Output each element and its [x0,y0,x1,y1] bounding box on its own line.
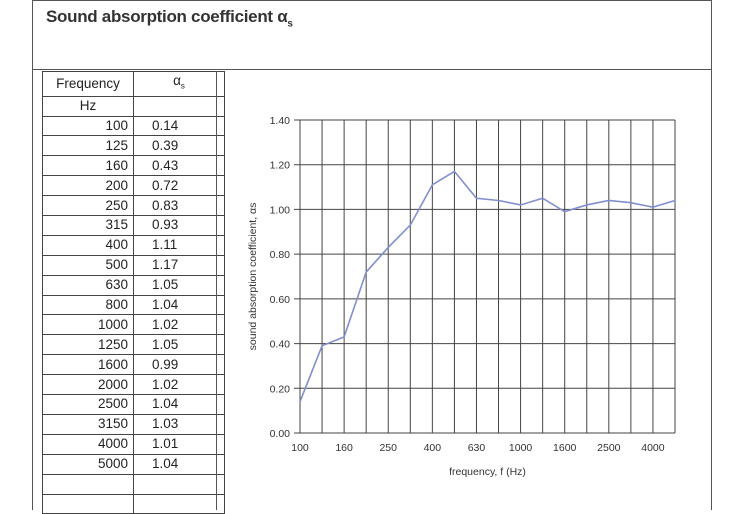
cell-alpha: 0.83 [133,195,225,217]
cell-alpha: 1.05 [133,334,225,356]
y-tick-label: 0.20 [270,383,291,395]
cell-alpha: 1.01 [133,433,225,455]
cell-frequency: 315 [42,215,134,236]
cell-frequency: 1000 [42,314,134,336]
table-row: 5000 1.04 [42,453,225,475]
page-title: Sound absorption coefficient αs [46,7,293,30]
table-row: 125 0.39 [42,135,225,157]
cell-alpha: 0.72 [133,175,225,197]
cell-frequency: 5000 [42,453,134,475]
cell-empty [133,473,225,495]
x-tick-label: 4000 [641,442,665,454]
cell-alpha: 0.39 [133,135,225,157]
cell-frequency: 500 [42,254,134,276]
cell-alpha: 1.11 [133,234,225,256]
absorption-chart: 0.00 0.20 0.40 0.60 0.80 1.00 1.20 1.40 100 160 2… [247,115,676,478]
frequency-table: Frequency αs Hz 100 0.14 125 0.39 160 0.43 200… [42,71,225,514]
cell-frequency: 125 [42,135,134,157]
chart-grid [294,119,676,434]
table-row: 100 0.14 [42,115,225,137]
cell-alpha: 0.93 [133,215,225,236]
header-alpha: αs [133,71,225,97]
x-tick-label: 400 [424,442,442,454]
table-row: 800 1.04 [42,294,225,316]
cell-frequency: 1250 [42,334,134,356]
x-tick-label: 100 [291,442,309,454]
y-tick-label: 1.40 [270,115,291,127]
table-row: 315 0.93 [42,215,225,236]
table-row: 1000 1.02 [42,314,225,336]
y-tick-label: 1.00 [270,204,291,216]
cell-alpha: 1.02 [133,314,225,336]
header-frequency: Frequency [42,71,134,97]
cell-alpha: 1.02 [133,374,225,396]
table-row: 630 1.05 [42,274,225,296]
x-axis-label: frequency, f (Hz) [449,466,526,478]
table-row: 400 1.11 [42,234,225,256]
cell-frequency: 800 [42,294,134,316]
y-tick-label: 0.40 [270,339,291,351]
cell-frequency: 200 [42,175,134,197]
x-ticks: 100 160 250 400 630 1000 1600 2500 4000 [291,442,665,454]
page-frame [32,0,712,510]
table-row-empty [42,473,225,495]
table-row: 2000 1.02 [42,374,225,396]
cell-frequency: 630 [42,274,134,296]
x-tick-label: 1000 [509,442,533,454]
top-border [32,0,711,1]
y-tick-label: 0.60 [270,294,291,306]
cell-frequency: 160 [42,155,134,177]
cell-alpha: 0.43 [133,155,225,177]
cell-empty [133,493,225,514]
table-row: 250 0.83 [42,195,225,217]
cell-alpha: 1.17 [133,254,225,276]
table-row: 160 0.43 [42,155,225,177]
table-row: 2500 1.04 [42,394,225,415]
cell-frequency: 400 [42,234,134,256]
table-row: 1600 0.99 [42,354,225,376]
cell-empty [42,493,134,514]
cell-frequency: 2500 [42,394,134,415]
cell-alpha: 1.03 [133,413,225,435]
cell-alpha: 0.14 [133,115,225,137]
cell-frequency: 4000 [42,433,134,455]
table-row: 4000 1.01 [42,433,225,455]
cell-frequency: 250 [42,195,134,217]
cell-frequency: 1600 [42,354,134,376]
table-row: 3150 1.03 [42,413,225,435]
cell-alpha: 1.04 [133,394,225,415]
cell-alpha: 1.05 [133,274,225,296]
cell-frequency: 3150 [42,413,134,435]
x-tick-label: 250 [379,442,397,454]
x-tick-label: 160 [335,442,353,454]
x-tick-label: 2500 [597,442,621,454]
y-tick-label: 1.20 [270,160,291,172]
cell-alpha: 0.99 [133,354,225,376]
x-tick-label: 1600 [553,442,577,454]
chart-left-border [216,71,217,510]
table-row: 500 1.17 [42,254,225,276]
cell-frequency: 2000 [42,374,134,396]
x-tick-label: 630 [468,442,486,454]
table-unit-row: Hz [42,95,225,117]
y-axis-label: sound absorption coefficient, αs [247,203,259,351]
y-tick-label: 0.00 [270,428,291,440]
cell-alpha: 1.04 [133,294,225,316]
unit-empty [133,95,225,117]
table-header-row: Frequency αs [42,71,225,97]
table-row: 1250 1.05 [42,334,225,356]
y-ticks: 0.00 0.20 0.40 0.60 0.80 1.00 1.20 1.40 [270,115,291,440]
table-row-empty [42,493,225,514]
cell-frequency: 100 [42,115,134,137]
divider [32,69,711,70]
series-line [299,170,676,402]
table-row: 200 0.72 [42,175,225,197]
unit-hz: Hz [42,95,134,117]
y-tick-label: 0.80 [270,249,291,261]
cell-empty [42,473,134,495]
cell-alpha: 1.04 [133,453,225,475]
